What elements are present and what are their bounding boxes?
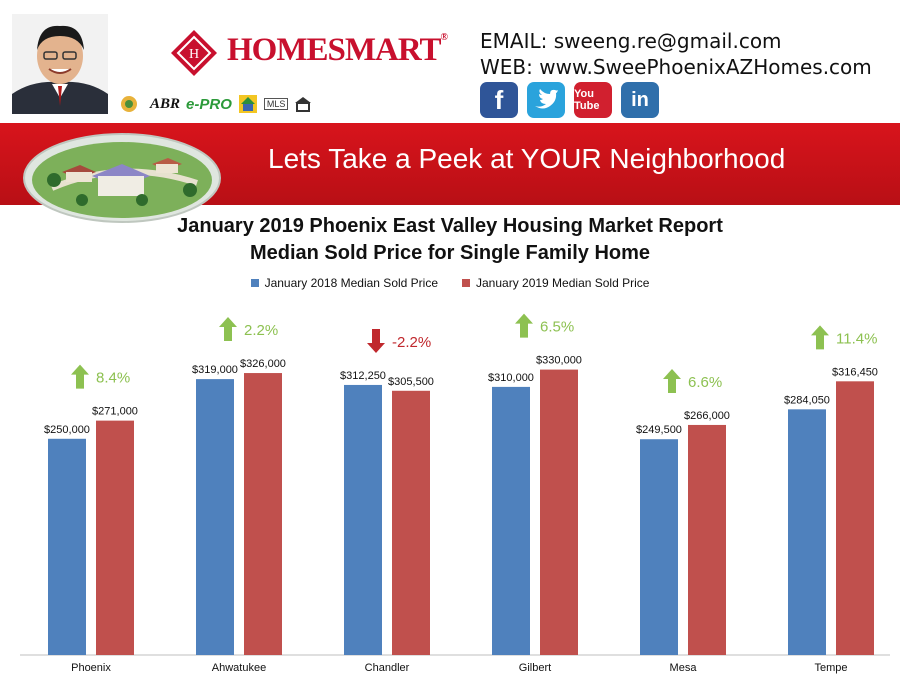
agent-photo xyxy=(12,14,108,114)
legend-item-2019: January 2019 Median Sold Price xyxy=(462,276,649,290)
homesmart-emblem-icon: H xyxy=(171,30,217,76)
homesmart-logo: H HOMESMART® xyxy=(165,28,448,83)
down-arrow-icon-chandler xyxy=(367,328,385,353)
certification-logos: ABR e-PRO MLS xyxy=(118,92,408,116)
category-label-chandler: Chandler xyxy=(365,662,410,674)
bar-2019-mesa xyxy=(688,424,726,655)
twitter-bird-icon xyxy=(535,89,558,109)
bar-2019-tempe xyxy=(836,381,874,655)
change-label-tempe: 11.4% xyxy=(836,330,877,347)
data-label-2018-tempe: $284,050 xyxy=(784,394,830,406)
data-label-2018-chandler: $312,250 xyxy=(340,370,386,382)
legend-label-2019: January 2019 Median Sold Price xyxy=(476,276,650,290)
bar-2018-chandler xyxy=(344,384,382,655)
bar-2018-mesa xyxy=(640,439,678,655)
linkedin-icon[interactable]: in xyxy=(621,82,659,118)
abr-logo: ABR xyxy=(150,95,181,112)
up-arrow-icon-phoenix xyxy=(71,364,89,389)
bar-2018-ahwatukee xyxy=(196,379,234,655)
data-label-2018-ahwatukee: $319,000 xyxy=(192,364,238,376)
category-label-phoenix: Phoenix xyxy=(71,662,111,674)
category-label-tempe: Tempe xyxy=(814,662,847,674)
bar-2018-gilbert xyxy=(492,386,530,655)
data-label-2019-phoenix: $271,000 xyxy=(92,406,138,418)
data-label-2019-mesa: $266,000 xyxy=(684,410,730,422)
up-arrow-icon-tempe xyxy=(811,325,829,350)
svg-text:H: H xyxy=(189,47,199,62)
chart-subtitle: Median Sold Price for Single Family Home xyxy=(249,242,651,264)
chart-title: January 2019 Phoenix East Valley Housing… xyxy=(177,215,723,237)
chart-legend: January 2018 Median Sold Price January 2… xyxy=(0,276,900,290)
bar-2019-ahwatukee xyxy=(244,373,282,655)
data-label-2019-ahwatukee: $326,000 xyxy=(240,358,286,370)
data-label-2018-gilbert: $310,000 xyxy=(488,372,534,384)
data-label-2018-phoenix: $250,000 xyxy=(44,424,90,436)
facebook-icon[interactable]: f xyxy=(480,82,518,118)
legend-label-2018: January 2018 Median Sold Price xyxy=(264,276,438,290)
data-label-2018-mesa: $249,500 xyxy=(636,424,682,436)
change-label-chandler: -2.2% xyxy=(392,334,431,351)
banner-title: Lets Take a Peek at YOUR Neighborhood xyxy=(268,143,786,174)
category-label-mesa: Mesa xyxy=(670,662,698,674)
up-arrow-icon-gilbert xyxy=(515,313,533,338)
green-designation-icon xyxy=(238,95,257,113)
bar-2019-gilbert xyxy=(540,369,578,655)
contact-info: EMAIL: sweeng.re@gmail.com WEB: www.Swee… xyxy=(480,28,890,80)
change-label-ahwatukee: 2.2% xyxy=(244,322,278,339)
equal-housing-icon xyxy=(295,97,312,112)
epro-logo: e-PRO xyxy=(186,95,232,113)
mls-logo: MLS xyxy=(263,98,289,110)
chart-title-block: January 2019 Phoenix East Valley Housing… xyxy=(0,213,900,267)
email-line[interactable]: EMAIL: sweeng.re@gmail.com xyxy=(480,29,782,53)
data-label-2019-chandler: $305,500 xyxy=(388,376,434,388)
youtube-icon[interactable]: You Tube xyxy=(574,82,612,118)
bar-2019-phoenix xyxy=(96,420,134,655)
brand-name: HOMESMART® xyxy=(227,32,448,68)
bar-2018-phoenix xyxy=(48,438,86,655)
data-label-2019-tempe: $316,450 xyxy=(832,366,878,378)
change-label-mesa: 6.6% xyxy=(688,374,722,391)
legend-swatch-2019 xyxy=(462,279,470,287)
legend-item-2018: January 2018 Median Sold Price xyxy=(250,276,438,290)
up-arrow-icon-mesa xyxy=(663,368,681,393)
website-line[interactable]: WEB: www.SweePhoenixAZHomes.com xyxy=(480,55,872,79)
category-label-ahwatukee: Ahwatukee xyxy=(212,662,266,674)
bar-2019-chandler xyxy=(392,390,430,655)
category-label-gilbert: Gilbert xyxy=(519,662,551,674)
data-label-2019-gilbert: $330,000 xyxy=(536,355,582,367)
change-label-gilbert: 6.5% xyxy=(540,319,574,336)
bar-chart: $250,000$271,000 8.4% Phoenix $319,000$326,… xyxy=(20,313,890,674)
certification-seal-icon xyxy=(121,96,137,112)
up-arrow-icon-ahwatukee xyxy=(219,317,237,342)
neighborhood-image xyxy=(23,133,221,223)
social-links: f You Tube in xyxy=(480,82,659,118)
bar-2018-tempe xyxy=(788,409,826,655)
twitter-icon[interactable] xyxy=(527,82,565,118)
legend-swatch-2018 xyxy=(250,279,259,287)
change-label-phoenix: 8.4% xyxy=(96,370,130,387)
